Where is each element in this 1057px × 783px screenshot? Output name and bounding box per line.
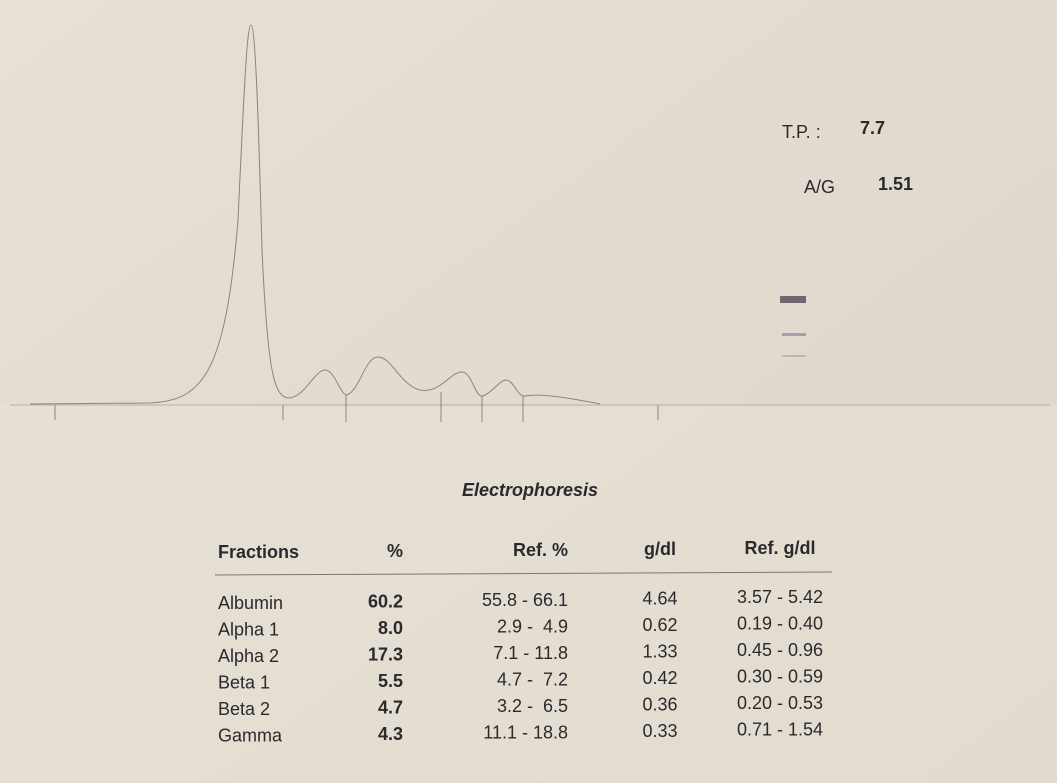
table-cell: 0.36: [642, 695, 677, 715]
fraction-name: Gamma: [218, 726, 283, 746]
fraction-ticks: [54, 392, 659, 422]
header-rule: [214, 571, 833, 576]
table-cell: 8.0: [378, 618, 403, 638]
table-cell: 0.62: [642, 615, 677, 635]
band: [782, 333, 806, 336]
header-cell: Ref. %: [513, 540, 568, 560]
header-cell: g/dl: [644, 539, 676, 559]
fraction-name: Albumin: [218, 593, 283, 613]
header-cell: Ref. g/dl: [745, 538, 816, 558]
table-cell: 0.20 - 0.53: [737, 693, 823, 713]
table-cell: 4.7 - 7.2: [497, 670, 568, 690]
fraction-name: Alpha 1: [218, 620, 279, 640]
tp-value: 7.7: [860, 118, 885, 138]
table-cell: 7.1 - 11.8: [493, 643, 568, 663]
table-cell: 0.30 - 0.59: [737, 667, 823, 687]
table-cell: 4.7: [378, 698, 403, 718]
table-cell: 1.33: [642, 642, 677, 662]
ag-label: A/G: [804, 177, 835, 197]
fraction-name: Beta 1: [218, 673, 270, 693]
header-cell: Fractions: [218, 542, 299, 562]
densitogram: [10, 24, 1050, 422]
table-cell: 60.2: [368, 592, 403, 612]
ag-value: 1.51: [878, 174, 913, 194]
gel-strip: [780, 296, 806, 357]
table: Fractions% Ref. % g/dl Ref. g/dl Albumin 60.2…: [218, 538, 823, 746]
table-cell: 0.45 - 0.96: [737, 640, 823, 660]
tp-label: T.P. :: [782, 122, 821, 142]
fraction-name: Alpha 2: [218, 646, 279, 666]
table-cell: 55.8 - 66.1: [482, 590, 568, 610]
table-cell: 3.57 - 5.42: [737, 587, 823, 607]
table-cell: 4.3: [378, 724, 403, 744]
paper-fold: [0, 405, 1057, 783]
table-cell: 5.5: [378, 671, 403, 691]
table-cell: 3.2 - 6.5: [497, 696, 568, 716]
band: [780, 296, 806, 303]
header-cell: %: [387, 541, 403, 561]
title: Electrophoresis: [462, 480, 598, 500]
table-cell: 0.71 - 1.54: [737, 720, 823, 740]
band: [782, 355, 806, 357]
table-cell: 0.42: [642, 668, 677, 688]
curve: [29, 24, 601, 405]
table-cell: 11.1 - 18.8: [483, 723, 568, 743]
table-cell: 0.33: [642, 721, 677, 741]
table-cell: 17.3: [368, 645, 403, 665]
table-cell: 2.9 - 4.9: [497, 617, 568, 637]
table-cell: 4.64: [642, 589, 677, 609]
fraction-name: Beta 2: [218, 699, 270, 719]
table-cell: 0.19 - 0.40: [737, 614, 823, 634]
